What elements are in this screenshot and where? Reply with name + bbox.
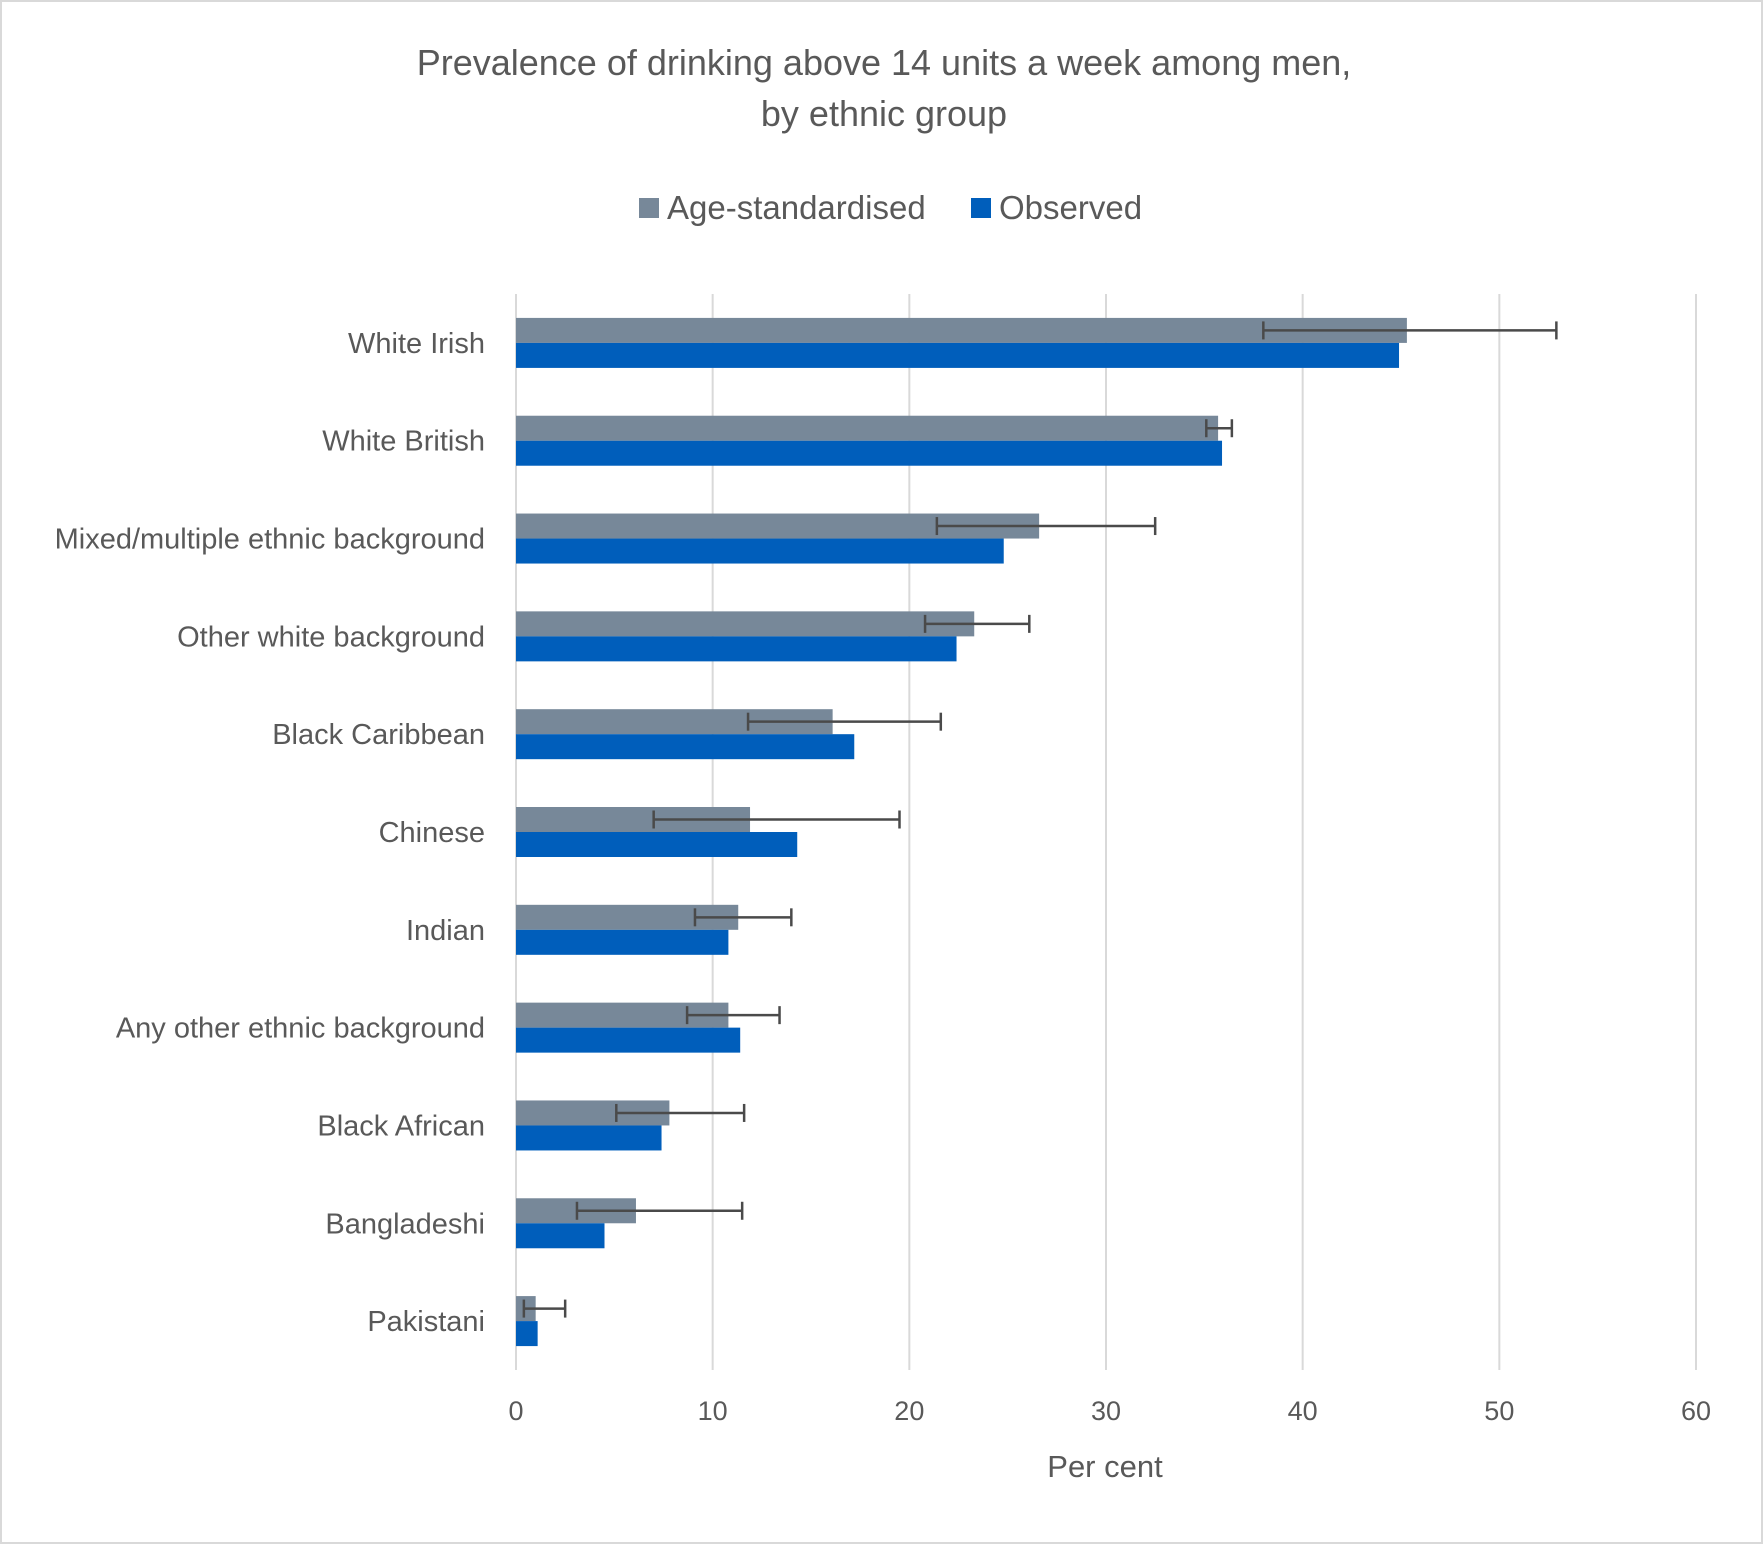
error-bar bbox=[575, 1201, 744, 1220]
bar-observed bbox=[516, 342, 1400, 368]
x-axis-title: Per cent bbox=[1047, 1449, 1163, 1484]
category-label: Mixed/multiple ethnic background bbox=[55, 524, 485, 556]
bar-observed bbox=[516, 929, 729, 955]
category-label: Chinese bbox=[379, 817, 485, 849]
error-bar bbox=[522, 1299, 567, 1318]
x-tick-label: 60 bbox=[1681, 1396, 1711, 1426]
category-label: Black Caribbean bbox=[272, 719, 485, 751]
legend: Age-standardised Observed bbox=[639, 189, 1142, 226]
category-label: Bangladeshi bbox=[325, 1208, 485, 1240]
x-tick-labels: 0 10 20 30 40 50 60 bbox=[508, 1396, 1711, 1426]
chart-title-line-2: by ethnic group bbox=[761, 93, 1007, 134]
legend-item-age-standardised: Age-standardised bbox=[639, 189, 926, 226]
bar-age-standardised bbox=[516, 317, 1407, 343]
error-bar bbox=[685, 1006, 781, 1025]
legend-swatch bbox=[971, 198, 991, 218]
error-bar bbox=[615, 1103, 746, 1122]
bar-observed bbox=[516, 734, 855, 760]
x-tick-label: 20 bbox=[894, 1396, 924, 1426]
category-labels: White Irish White British Mixed/multiple e… bbox=[55, 328, 485, 1338]
bar-observed bbox=[516, 832, 798, 857]
error-bar bbox=[935, 517, 1157, 536]
bar-observed bbox=[516, 1321, 538, 1347]
legend-label: Observed bbox=[999, 189, 1142, 226]
category-label: White Irish bbox=[348, 328, 485, 360]
legend-item-observed: Observed bbox=[971, 189, 1142, 226]
legend-swatch bbox=[639, 198, 659, 218]
error-bars bbox=[522, 321, 1558, 1318]
gridlines bbox=[515, 294, 1697, 1370]
bar-age-standardised bbox=[516, 415, 1219, 441]
x-tick-label: 0 bbox=[508, 1396, 523, 1426]
error-bar bbox=[746, 712, 943, 731]
x-tick-label: 50 bbox=[1484, 1396, 1514, 1426]
category-label: Other white background bbox=[177, 621, 485, 653]
category-label: White British bbox=[322, 426, 485, 458]
x-tick-label: 30 bbox=[1091, 1396, 1121, 1426]
error-bar bbox=[1262, 321, 1558, 340]
error-bar bbox=[923, 614, 1031, 633]
category-label: Indian bbox=[406, 915, 485, 947]
bar-observed bbox=[516, 636, 957, 662]
error-bar bbox=[652, 810, 901, 829]
x-tick-label: 40 bbox=[1288, 1396, 1318, 1426]
legend-label: Age-standardised bbox=[667, 189, 926, 226]
chart-title-line-1: Prevalence of drinking above 14 units a … bbox=[417, 42, 1352, 83]
bars bbox=[516, 317, 1407, 1347]
category-label: Any other ethnic background bbox=[116, 1013, 485, 1045]
category-label: Black African bbox=[317, 1110, 485, 1142]
bar-observed bbox=[516, 440, 1223, 466]
error-bar bbox=[1205, 419, 1234, 438]
bar-age-standardised bbox=[516, 611, 975, 637]
x-tick-label: 10 bbox=[698, 1396, 728, 1426]
bar-observed bbox=[516, 1125, 662, 1151]
chart-title: Prevalence of drinking above 14 units a … bbox=[417, 42, 1352, 134]
error-bar bbox=[693, 908, 793, 927]
bar-observed bbox=[516, 538, 1004, 564]
category-label: Pakistani bbox=[367, 1306, 485, 1338]
bar-observed bbox=[516, 1223, 605, 1249]
bar-observed bbox=[516, 1027, 741, 1053]
